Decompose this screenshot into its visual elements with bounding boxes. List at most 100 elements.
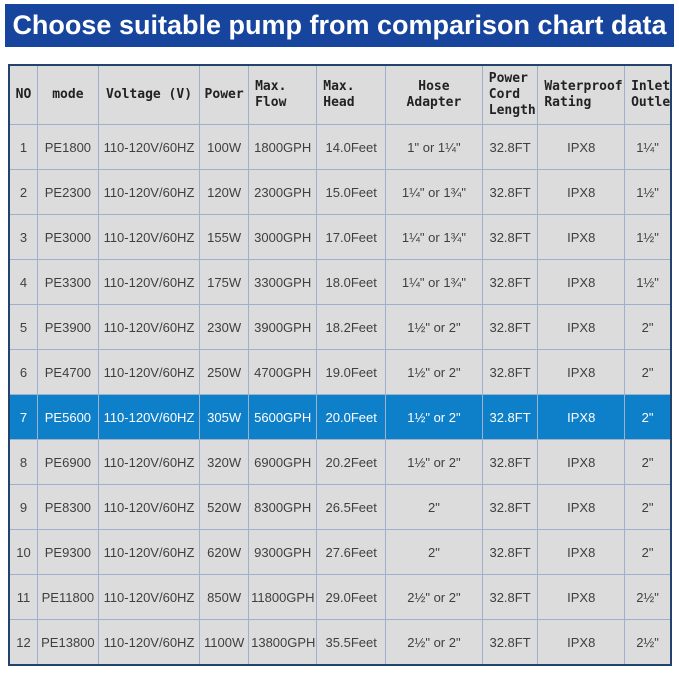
cell-power: 230W <box>199 304 250 350</box>
column-header-hose-adapter: Hose Adapter <box>385 64 483 125</box>
column-header-no: NO <box>8 64 38 125</box>
table-row: 8 PE6900 110-120V/60HZ 320W 6900GPH 20.2Feet 1… <box>8 439 672 485</box>
cell-voltage: 110-120V/60HZ <box>97 394 201 440</box>
cell-hose-adapter: 1½" or 2" <box>385 349 483 395</box>
cell-mode: PE3900 <box>36 304 99 350</box>
cell-max-head: 29.0Feet <box>316 574 387 620</box>
title-banner: Choose suitable pump from comparison cha… <box>5 4 674 47</box>
column-header-max-flow: Max. Flow <box>248 64 318 125</box>
cell-power-cord-length: 32.8FT <box>481 169 539 215</box>
cell-inlet-outlet: 1½" <box>624 169 672 215</box>
cell-power-cord-length: 32.8FT <box>481 574 539 620</box>
cell-voltage: 110-120V/60HZ <box>97 439 201 485</box>
cell-max-head: 18.0Feet <box>316 259 387 305</box>
cell-hose-adapter: 2" <box>385 529 483 575</box>
cell-power-cord-length: 32.8FT <box>481 214 539 260</box>
cell-waterproof-rating: IPX8 <box>537 214 626 260</box>
table-row: 2 PE2300 110-120V/60HZ 120W 2300GPH 15.0Feet 1… <box>8 169 672 215</box>
cell-power-cord-length: 32.8FT <box>481 619 539 666</box>
cell-no: 10 <box>8 529 38 575</box>
cell-power-cord-length: 32.8FT <box>481 304 539 350</box>
cell-power-cord-length: 32.8FT <box>481 124 539 170</box>
cell-voltage: 110-120V/60HZ <box>97 214 201 260</box>
cell-mode: PE1800 <box>36 124 99 170</box>
cell-hose-adapter: 1½" or 2" <box>385 439 483 485</box>
cell-power: 1100W <box>199 619 250 666</box>
cell-no: 9 <box>8 484 38 530</box>
cell-power: 305W <box>199 394 250 440</box>
table-row: 3 PE3000 110-120V/60HZ 155W 3000GPH 17.0Feet 1… <box>8 214 672 260</box>
cell-waterproof-rating: IPX8 <box>537 304 626 350</box>
cell-voltage: 110-120V/60HZ <box>97 259 201 305</box>
column-header-voltage: Voltage (V) <box>97 64 201 125</box>
cell-inlet-outlet: 2" <box>624 484 672 530</box>
cell-max-flow: 3000GPH <box>248 214 318 260</box>
cell-voltage: 110-120V/60HZ <box>97 484 201 530</box>
cell-voltage: 110-120V/60HZ <box>97 304 201 350</box>
cell-mode: PE3000 <box>36 214 99 260</box>
cell-max-head: 15.0Feet <box>316 169 387 215</box>
cell-hose-adapter: 1½" or 2" <box>385 304 483 350</box>
page-title: Choose suitable pump from comparison cha… <box>12 10 667 40</box>
cell-power: 620W <box>199 529 250 575</box>
cell-power-cord-length: 32.8FT <box>481 484 539 530</box>
cell-hose-adapter: 2" <box>385 484 483 530</box>
cell-hose-adapter: 2½" or 2" <box>385 574 483 620</box>
cell-max-head: 26.5Feet <box>316 484 387 530</box>
column-header-mode: mode <box>36 64 99 125</box>
cell-hose-adapter: 1¼" or 1¾" <box>385 259 483 305</box>
cell-power-cord-length: 32.8FT <box>481 349 539 395</box>
cell-waterproof-rating: IPX8 <box>537 439 626 485</box>
cell-mode: PE2300 <box>36 169 99 215</box>
cell-power: 100W <box>199 124 250 170</box>
cell-power-cord-length: 32.8FT <box>481 259 539 305</box>
cell-no: 5 <box>8 304 38 350</box>
table-row: 12 PE13800 110-120V/60HZ 1100W 13800GPH 35.5F… <box>8 619 672 666</box>
cell-mode: PE11800 <box>36 574 99 620</box>
cell-inlet-outlet: 2" <box>624 394 672 440</box>
cell-waterproof-rating: IPX8 <box>537 394 626 440</box>
cell-waterproof-rating: IPX8 <box>537 169 626 215</box>
cell-voltage: 110-120V/60HZ <box>97 169 201 215</box>
cell-hose-adapter: 2½" or 2" <box>385 619 483 666</box>
cell-max-head: 20.2Feet <box>316 439 387 485</box>
cell-max-flow: 4700GPH <box>248 349 318 395</box>
cell-max-flow: 13800GPH <box>248 619 318 666</box>
cell-inlet-outlet: 2" <box>624 304 672 350</box>
cell-inlet-outlet: 2" <box>624 349 672 395</box>
cell-power-cord-length: 32.8FT <box>481 439 539 485</box>
cell-max-flow: 11800GPH <box>248 574 318 620</box>
cell-no: 7 <box>8 394 38 440</box>
cell-voltage: 110-120V/60HZ <box>97 124 201 170</box>
cell-no: 6 <box>8 349 38 395</box>
cell-no: 4 <box>8 259 38 305</box>
cell-mode: PE5600 <box>36 394 99 440</box>
cell-hose-adapter: 1" or 1¼" <box>385 124 483 170</box>
cell-power: 250W <box>199 349 250 395</box>
cell-inlet-outlet: 2" <box>624 439 672 485</box>
cell-max-flow: 5600GPH <box>248 394 318 440</box>
cell-power: 120W <box>199 169 250 215</box>
cell-max-head: 35.5Feet <box>316 619 387 666</box>
cell-max-flow: 8300GPH <box>248 484 318 530</box>
cell-max-head: 27.6Feet <box>316 529 387 575</box>
cell-voltage: 110-120V/60HZ <box>97 619 201 666</box>
column-header-power: Power <box>199 64 250 125</box>
cell-no: 3 <box>8 214 38 260</box>
cell-hose-adapter: 1¼" or 1¾" <box>385 214 483 260</box>
cell-voltage: 110-120V/60HZ <box>97 574 201 620</box>
cell-mode: PE3300 <box>36 259 99 305</box>
column-header-waterproof-rating: Waterproof Rating <box>537 64 626 125</box>
cell-inlet-outlet: 2" <box>624 529 672 575</box>
cell-max-flow: 3900GPH <box>248 304 318 350</box>
cell-no: 12 <box>8 619 38 666</box>
cell-mode: PE9300 <box>36 529 99 575</box>
cell-voltage: 110-120V/60HZ <box>97 529 201 575</box>
cell-max-flow: 2300GPH <box>248 169 318 215</box>
cell-mode: PE8300 <box>36 484 99 530</box>
cell-inlet-outlet: 1½" <box>624 259 672 305</box>
table-row: 5 PE3900 110-120V/60HZ 230W 3900GPH 18.2Feet 1… <box>8 304 672 350</box>
cell-max-head: 19.0Feet <box>316 349 387 395</box>
cell-power: 850W <box>199 574 250 620</box>
